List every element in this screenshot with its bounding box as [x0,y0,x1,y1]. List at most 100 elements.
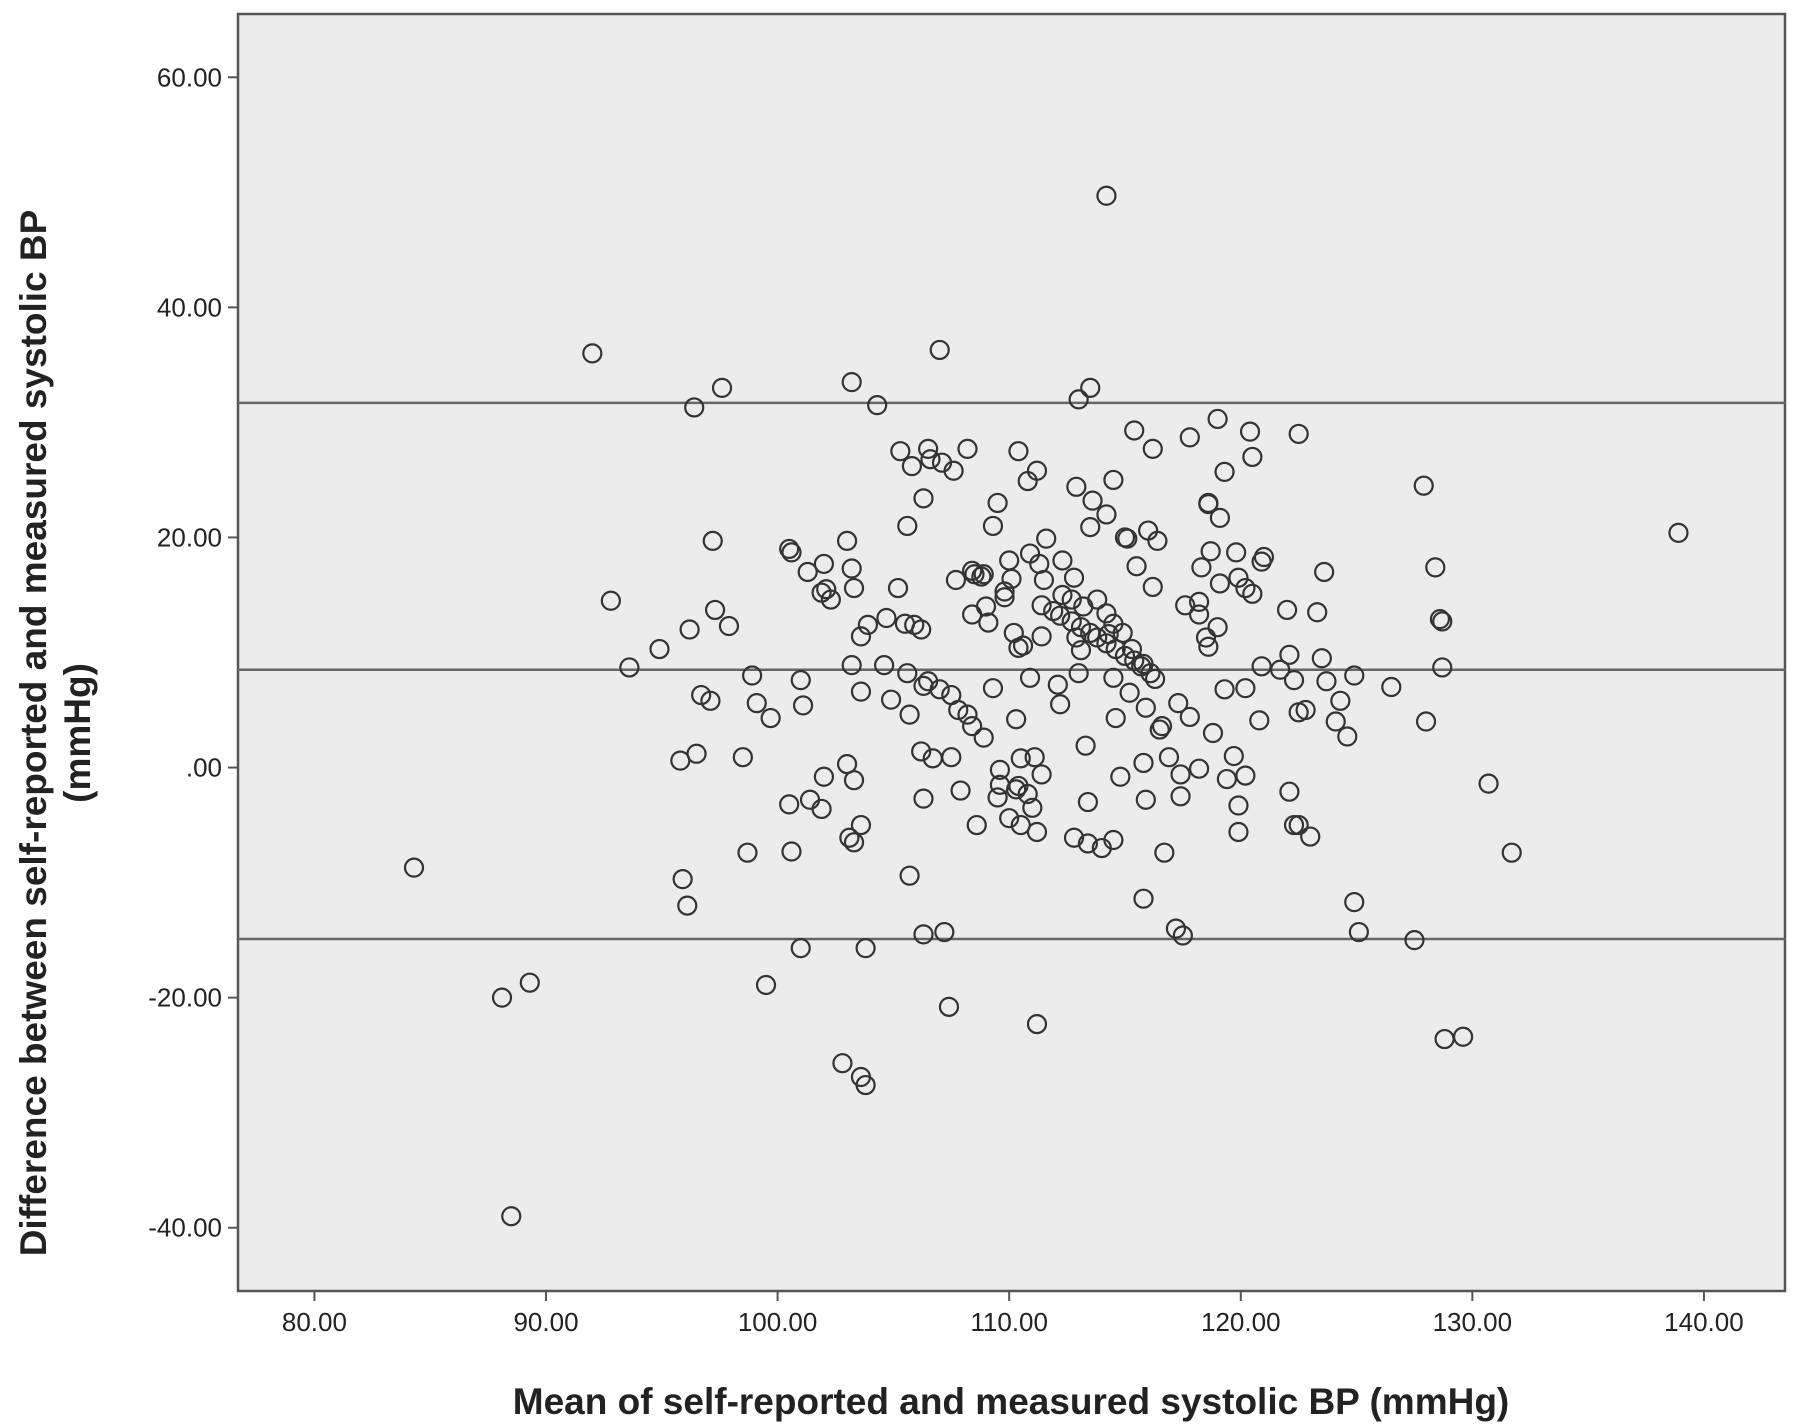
x-tick-label: 80.00 [282,1307,347,1337]
data-point [1024,747,1045,768]
data-point [1188,604,1210,625]
data-point [850,681,872,702]
data-point [1432,657,1453,678]
data-point [1066,627,1087,648]
data-point [1209,507,1231,528]
data-point [718,615,740,637]
data-point [1103,469,1124,491]
data-point [1124,420,1145,441]
data-point [913,788,934,809]
y-axis: 60.00 40.00 20.00 .00 -20.00 -40.00 [148,62,238,1243]
data-point [1200,541,1221,562]
data-point [901,456,923,477]
data-point [1223,745,1244,767]
data-point [1251,551,1272,572]
data-point [1080,377,1101,398]
data-point [994,587,1015,608]
data-point [1216,768,1237,790]
data-point [999,808,1020,829]
data-point [1228,821,1249,843]
data-point [987,787,1008,808]
data-point [1249,710,1270,731]
data-point [1283,670,1305,691]
x-tick-label: 110.00 [970,1307,1048,1337]
data-point [832,1053,853,1074]
data-point [1135,789,1156,810]
data-point [519,972,540,993]
data-point [1251,656,1272,677]
data-point [619,657,640,678]
data-point [964,564,985,585]
data-point [982,678,1004,699]
x-tick-label: 130.00 [1433,1307,1513,1337]
y-tick-label: 60.00 [157,62,222,92]
data-point [1114,527,1136,548]
data-point [1096,603,1117,624]
y-axis-title-group: Difference between self-reported and mea… [13,210,98,1257]
data-point [816,579,837,600]
data-point [1126,556,1147,577]
data-point [600,590,621,611]
y-tick-label: 40.00 [157,292,222,322]
data-point [1031,626,1052,647]
data-point [1142,438,1163,459]
data-point [897,515,918,537]
data-point [850,626,872,647]
data-point [1077,833,1099,854]
data-point [1052,584,1073,606]
data-point [403,857,425,878]
data-point [887,577,909,599]
data-point [1344,665,1365,686]
data-point [982,515,1004,537]
data-point [1415,711,1437,732]
data-point [1103,829,1124,851]
data-point [1279,644,1300,665]
data-point [1452,1026,1474,1047]
data-point [779,794,800,815]
data-point [1031,595,1052,616]
data-point [973,564,994,585]
data-point [1209,573,1231,594]
data-point [679,619,700,640]
y-tick-label: -40.00 [148,1213,222,1243]
data-point [1144,668,1166,690]
data-point [911,741,932,762]
y-axis-title-line2: (mmHg) [57,663,98,803]
data-point [978,612,999,633]
data-point [894,613,916,634]
data-point [934,921,955,943]
data-point [1112,622,1133,644]
data-point [841,558,862,579]
data-point [897,663,918,684]
data-point [1668,522,1689,543]
data-point [867,395,888,416]
data-point [1283,814,1305,836]
data-point [1330,690,1351,711]
data-point [841,655,862,676]
data-point [1019,667,1041,688]
data-point [1198,636,1219,657]
data-point [1135,697,1156,718]
data-point [1432,611,1453,632]
data-point [950,780,971,801]
data-point [1008,637,1029,658]
data-point [1288,423,1309,445]
data-point [1170,764,1191,785]
data-point [1096,185,1117,206]
y-tick-label: 20.00 [157,522,222,552]
data-point [1070,640,1092,661]
data-point [1121,638,1143,660]
data-point [994,581,1015,602]
data-point [1239,421,1261,442]
data-point [1175,595,1196,616]
data-point [1110,766,1131,787]
data-point [1235,577,1256,599]
data-point [813,766,835,787]
data-point [1188,758,1210,779]
y-tick-label: .00 [186,753,222,783]
data-point [1133,888,1154,909]
data-point [792,695,814,716]
data-point [1214,679,1235,700]
data-point [1429,609,1451,630]
data-point [938,996,960,1017]
